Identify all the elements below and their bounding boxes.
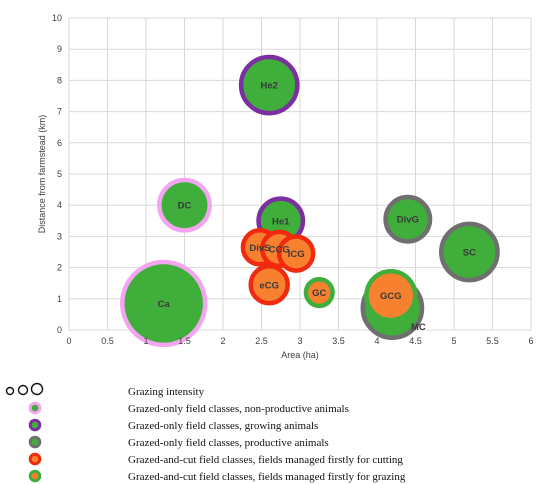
bubble-label-divg: DivG: [397, 215, 419, 226]
bubble-label-ccg: CCG: [269, 244, 290, 255]
y-tick-label: 8: [57, 75, 62, 85]
x-tick-label: 1: [143, 336, 148, 346]
x-tick-label: 0: [66, 336, 71, 346]
x-tick-label: 3.5: [332, 336, 345, 346]
legend-item-label: Grazed-only field classes, growing anima…: [128, 420, 318, 432]
bubble-gcg: [364, 269, 418, 323]
x-tick-label: 2.5: [255, 336, 268, 346]
bubble-he2: [238, 54, 300, 116]
legend-item-label: Grazing intensity: [128, 386, 205, 398]
y-tick-label: 5: [57, 169, 62, 179]
bubble-label-divs: DivS: [249, 243, 270, 254]
y-tick-label: 0: [57, 325, 62, 335]
bubble-label-ecg: eCG: [259, 280, 279, 291]
bubble-ca: [120, 259, 208, 348]
legend-item-label: Grazed-only field classes, non-productiv…: [128, 403, 349, 415]
y-tick-label: 7: [57, 107, 62, 117]
legend-marker-firstly-cutting: [28, 452, 42, 466]
bubble-gc: [303, 276, 335, 309]
legend-marker-non-productive: [28, 401, 42, 415]
bubble-label-he1: He1: [272, 216, 290, 227]
y-tick-label: 10: [52, 13, 62, 23]
legend: Grazing intensity Grazed-only field class…: [5, 382, 406, 483]
bubble-label-ca: Ca: [158, 299, 171, 310]
bubble-label-he2: He2: [260, 81, 277, 92]
bubble-sc: [439, 221, 500, 283]
legend-item-label: Grazed-and-cut field classes, fields man…: [128, 471, 406, 483]
bubble-ecg: [248, 264, 290, 306]
x-tick-label: 5.5: [486, 336, 499, 346]
bubble-dc: [157, 177, 212, 233]
y-axis-title: Distance from farmstead (km): [37, 115, 47, 234]
x-axis-title: Area (ha): [281, 350, 319, 360]
x-tick-label: 4: [374, 336, 379, 346]
x-tick-label: 5: [451, 336, 456, 346]
x-tick-label: 4.5: [409, 336, 422, 346]
bubble-divg: [383, 194, 433, 244]
legend-circle-medium: [17, 384, 29, 396]
legend-item-label: Grazed-and-cut field classes, fields man…: [128, 454, 403, 466]
legend-item-label: Grazed-only field classes, productive an…: [128, 437, 329, 449]
y-tick-label: 6: [57, 138, 62, 148]
ticks: 0 0.5 1 1.5 2 2.5 3 3.5 4 4.5 5 5.5 6 0 1 2 3 4 5 6 7 8 9 10: [52, 13, 534, 346]
bubble-label-gc: GC: [312, 288, 326, 299]
bubble-label-sc: SC: [463, 248, 476, 259]
legend-marker-firstly-grazing: [28, 469, 42, 483]
x-tick-label: 3: [297, 336, 302, 346]
y-tick-label: 3: [57, 231, 62, 241]
x-tick-label: 0.5: [101, 336, 114, 346]
x-tick-label: 1.5: [178, 336, 191, 346]
bubble-label-dc: DC: [178, 201, 192, 212]
bubble-label-mc: MC: [411, 322, 426, 333]
y-tick-label: 2: [57, 263, 62, 273]
y-tick-label: 1: [57, 294, 62, 304]
bubble-icg: [276, 234, 316, 273]
bubble-label-gcg: GCG: [380, 291, 402, 302]
legend-circle-small: [5, 386, 15, 396]
legend-marker-productive: [28, 435, 42, 449]
legend-circle-large: [30, 382, 44, 396]
y-tick-label: 9: [57, 44, 62, 54]
bubble-label-icg: ICG: [288, 249, 305, 260]
legend-marker-growing: [28, 418, 42, 432]
y-tick-label: 4: [57, 200, 62, 210]
x-tick-label: 6: [528, 336, 533, 346]
x-tick-label: 2: [220, 336, 225, 346]
